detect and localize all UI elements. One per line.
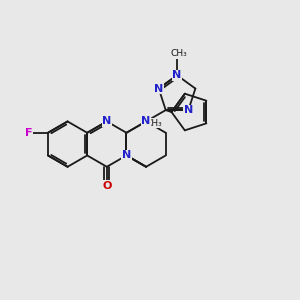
Text: O: O — [102, 181, 112, 191]
Text: CH₃: CH₃ — [170, 49, 187, 58]
Text: F: F — [25, 128, 32, 138]
Text: N: N — [102, 116, 111, 126]
Text: CH₃: CH₃ — [146, 118, 162, 127]
Text: N: N — [184, 105, 193, 115]
Text: N: N — [154, 84, 164, 94]
Text: N: N — [122, 150, 131, 161]
Text: N: N — [172, 70, 182, 80]
Text: N: N — [142, 116, 151, 126]
